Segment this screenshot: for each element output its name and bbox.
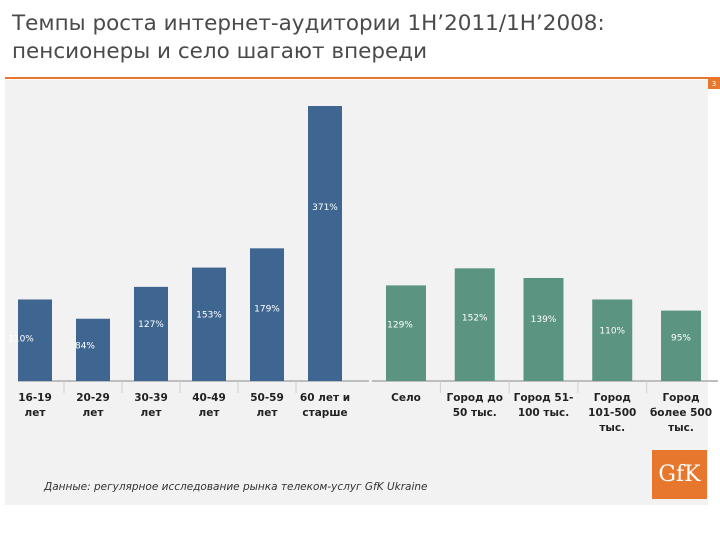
bar-0-4 (250, 248, 284, 381)
data-label-0-4: 179% (254, 304, 280, 314)
category-label-0-5: 60 лет и старше (300, 392, 350, 419)
bar-1-4 (661, 310, 701, 381)
bar-1-2 (523, 277, 564, 381)
category-label-1-1: Город до 50 тыс. (447, 392, 503, 419)
category-label-0-1: 20-29 лет (76, 392, 110, 419)
bar-1-3 (592, 299, 633, 381)
data-label-0-0: 110% (8, 334, 34, 344)
category-label-1-0: Село (391, 392, 421, 404)
data-label-0-2: 127% (138, 320, 164, 330)
category-label-0-4: 50-59 лет (250, 392, 284, 419)
data-label-0-3: 153% (196, 311, 222, 321)
data-label-1-0: 129% (387, 320, 413, 330)
category-label-0-0: 16-19 лет (18, 392, 52, 419)
bar-0-1 (76, 318, 110, 381)
bar-0-0 (18, 299, 52, 381)
chart-panel (5, 80, 708, 505)
category-label-1-4: Город более 500 тыс. (650, 392, 712, 434)
title-line-2: пенсионеры и село шагают впереди (12, 39, 428, 64)
category-label-0-3: 40-49 лет (192, 392, 226, 419)
page-title: Темпы роста интернет-аудитории 1H’2011/1… (12, 10, 702, 66)
data-label-1-3: 110% (599, 326, 625, 336)
bar-1-1 (454, 268, 495, 381)
category-label-1-3: Город 101-500 тыс. (588, 392, 636, 434)
title-line-1: Темпы роста интернет-аудитории 1H’2011/1… (12, 11, 605, 36)
data-label-1-1: 152% (462, 313, 488, 323)
source-note: Данные: регулярное исследование рынка те… (44, 481, 428, 493)
data-label-0-5: 371% (312, 203, 338, 213)
data-label-1-4: 95% (671, 334, 691, 344)
bar-0-5 (308, 106, 342, 381)
bar-1-0 (386, 285, 426, 381)
category-label-1-2: Город 51-100 тыс. (514, 392, 574, 419)
bar-0-3 (192, 267, 226, 381)
bar-0-2 (134, 286, 168, 381)
data-label-1-2: 139% (531, 315, 557, 325)
data-label-0-1: 84% (75, 342, 95, 352)
title-divider (5, 77, 720, 79)
gfk-logo: GfK (652, 450, 707, 499)
page-number: 3 (708, 79, 720, 89)
category-label-0-2: 30-39 лет (134, 392, 168, 419)
